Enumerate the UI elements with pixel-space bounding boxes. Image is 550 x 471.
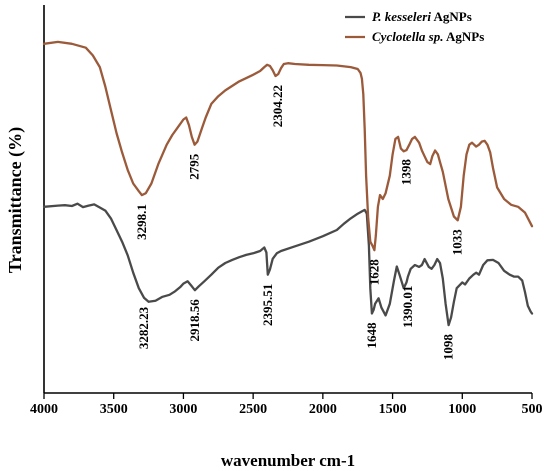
peak-label-2918-56: 2918.56 [187, 299, 202, 342]
x-tick-label-500: 500 [522, 402, 543, 417]
peak-label-1033: 1033 [450, 229, 465, 256]
y-axis-title: Transmittance (%) [5, 127, 26, 273]
x-axis-title: wavenumber cm-1 [221, 451, 355, 470]
peak-label-3298-1: 3298.1 [134, 204, 149, 240]
peak-label-2395-51: 2395.51 [260, 284, 275, 326]
series-line-2 [42, 40, 534, 252]
peak-label-1390-01: 1390.01 [400, 286, 415, 328]
peak-label-3282-23: 3282.23 [136, 306, 151, 349]
legend: P. kesseleri AgNPs Cyclotella sp. AgNPs [345, 9, 484, 44]
peak-label-2795: 2795 [187, 153, 202, 180]
legend-entry-2: Cyclotella sp. AgNPs [372, 29, 484, 44]
peak-label-1098: 1098 [441, 334, 456, 361]
x-tick-label-2500: 2500 [239, 402, 267, 417]
series-line-1 [42, 202, 534, 327]
series-layer [42, 40, 534, 327]
plot-area [43, 5, 532, 394]
x-tick-label-4000: 4000 [30, 402, 58, 417]
peak-label-1628: 1628 [366, 259, 381, 286]
x-tick-label-1000: 1000 [448, 402, 476, 417]
x-tick-layer: 4000 3500 3000 2500 2000 1500 1000 500 [30, 393, 543, 417]
x-tick-label-1500: 1500 [379, 402, 407, 417]
peak-label-1398: 1398 [399, 159, 414, 186]
peak-label-layer: 3282.23 2918.56 2395.51 1648 1390.01 1098 3298… [134, 85, 465, 360]
x-tick-label-3500: 3500 [100, 402, 128, 417]
x-tick-label-2000: 2000 [309, 402, 337, 417]
peak-label-1648: 1648 [364, 322, 379, 349]
peak-label-2304-22: 2304.22 [270, 85, 285, 127]
x-tick-label-3000: 3000 [169, 402, 197, 417]
legend-entry-1: P. kesseleri AgNPs [372, 9, 472, 24]
